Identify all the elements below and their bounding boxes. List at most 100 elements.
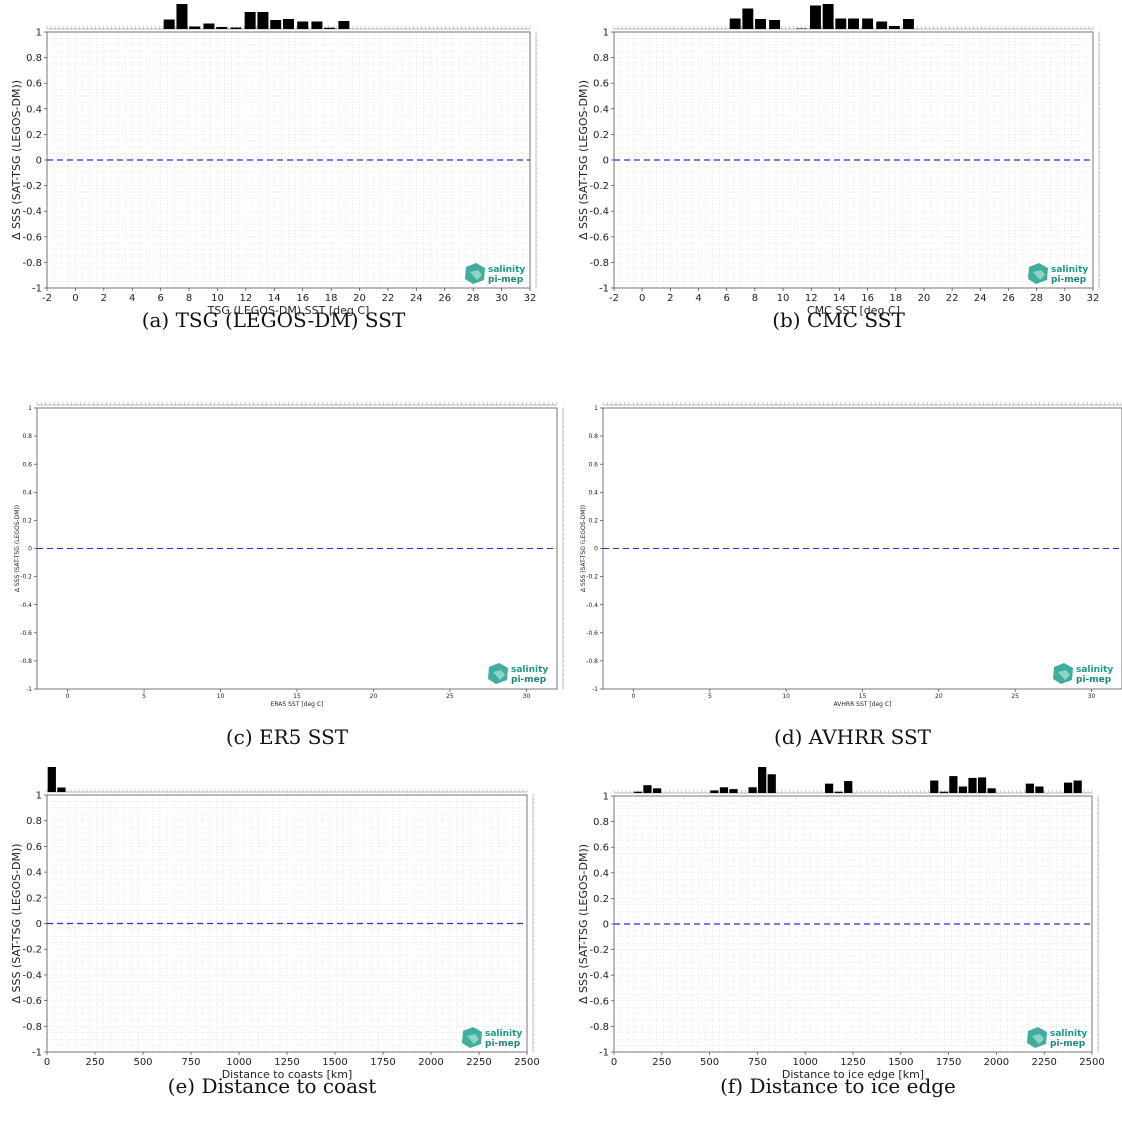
histogram-bar [1025, 783, 1034, 793]
grid [614, 796, 1092, 1052]
x-tick-label: 15 [859, 693, 867, 700]
y-tick-label: -0.4 [22, 970, 42, 981]
histogram-bar [958, 786, 968, 793]
logo-icon-highlight [1032, 1034, 1044, 1044]
x-tick-label: 16 [296, 293, 309, 304]
x-tick-label: 750 [748, 1057, 767, 1068]
y-tick-label: -0.6 [589, 996, 609, 1007]
y-tick-label: 0.8 [593, 817, 609, 828]
x-tick-label: -2 [42, 293, 52, 304]
grid [614, 32, 1093, 288]
x-tick-label: 0 [66, 693, 70, 700]
histogram-bar [1063, 782, 1073, 793]
x-tick-label: 2250 [466, 1057, 491, 1068]
x-tick-label: 4 [129, 293, 135, 304]
y-tick-label: -0.6 [22, 996, 42, 1007]
y-axis-label: Δ SSS (SAT-TSG (LEGOS-DM)) [10, 80, 23, 240]
histogram-bar [742, 8, 754, 29]
histogram-bar [257, 12, 269, 29]
y-tick-label: 0 [594, 546, 598, 553]
histogram-bar [244, 12, 256, 29]
y-axis-label: Δ SSS (SAT-TSG (LEGOS-DM)) [577, 844, 590, 1004]
histogram-bar [939, 791, 948, 793]
histogram-bar [729, 18, 741, 29]
y-tick-label: -0.2 [20, 574, 32, 581]
x-tick-label: 22 [382, 293, 395, 304]
x-tick-label: 1750 [370, 1057, 395, 1068]
histogram-bar [57, 787, 66, 792]
histogram-bar [844, 781, 853, 793]
caption: (d) AVHRR SST [774, 725, 932, 749]
x-tick-label: 32 [524, 293, 537, 304]
logo-line2: pi-mep [1051, 275, 1087, 285]
chart-panel-f: -1 -0.8 -0.6 -0.4 -0.2 0 0.2 0.4 0.6 0.8 1 0 250 500 7… [577, 767, 1105, 1098]
histogram-bar [810, 5, 821, 29]
x-tick-label: 2000 [418, 1057, 443, 1068]
histogram-bar [283, 19, 294, 29]
histogram-bar [230, 27, 242, 29]
chart-panel-a: -1-0.8-0.6-0.4-0.200.20.40.60.81-2 0 2 4 6 8 1… [10, 4, 538, 332]
y-tick-label: 0.4 [588, 489, 598, 496]
y-tick-label: 0 [603, 920, 609, 931]
histogram-bar [862, 18, 874, 29]
histogram-bar [834, 791, 843, 793]
x-tick-label: 15 [293, 693, 301, 700]
histogram-bar [270, 20, 282, 29]
histogram-bar [758, 767, 767, 793]
logo-line2: pi-mep [488, 275, 524, 285]
x-tick-label: 1500 [322, 1057, 347, 1068]
x-tick-label: 10 [782, 693, 790, 700]
chart-panel-c: -1-0.8-0.6-0.4-0.200.20.40.60.810 5 10 15 20… [14, 402, 565, 749]
y-tick-label: -1 [592, 686, 598, 693]
logo-line2: pi-mep [511, 675, 547, 685]
x-tick-label: 250 [652, 1057, 671, 1068]
y-tick-label: 0.6 [22, 461, 32, 468]
x-tick-label: 18 [889, 293, 902, 304]
y-tick-label: 0.6 [588, 461, 598, 468]
logo-line2: pi-mep [485, 1039, 521, 1049]
x-tick-label: 20 [353, 293, 366, 304]
y-axis-label: Δ SSS (SAT-TSG (LEGOS-DM)) [577, 80, 590, 240]
x-axis-label: TSG (LEGOS-DM) SST [deg C] [207, 304, 370, 317]
y-tick-label: 0.8 [593, 53, 609, 64]
histogram-bar [311, 21, 323, 29]
y-tick-label: 0.4 [26, 868, 42, 879]
histogram-bar [643, 785, 652, 793]
x-tick-label: 22 [946, 293, 959, 304]
x-tick-label: 6 [724, 293, 730, 304]
histogram-bar [652, 788, 662, 793]
x-tick-label: 500 [700, 1057, 719, 1068]
logo-line2: pi-mep [1050, 1039, 1086, 1049]
caption: (c) ER5 SST [226, 725, 349, 749]
x-axis-label: ERA5 SST [deg C] [271, 701, 324, 708]
x-tick-label: 750 [181, 1057, 200, 1068]
logo-icon-highlight [467, 1034, 479, 1044]
histogram-bar [822, 4, 834, 29]
x-tick-label: 0 [632, 693, 636, 700]
histogram-bar [888, 26, 900, 29]
x-tick-label: 5 [142, 693, 146, 700]
x-tick-label: 10 [777, 293, 790, 304]
x-tick-label: 12 [240, 293, 253, 304]
histogram-bar [930, 780, 939, 793]
histogram-bar [297, 21, 309, 29]
logo-line1: salinity [1076, 665, 1113, 675]
y-tick-label: 0.2 [26, 893, 42, 904]
x-tick-label: 14 [268, 293, 281, 304]
y-axis-label: Δ SSS (SAT-TSG (LEGOS-DM)) [580, 505, 587, 592]
y-tick-label: 0.4 [593, 104, 609, 115]
y-tick-label: -0.8 [22, 1022, 42, 1033]
histogram-bar [710, 790, 719, 793]
y-tick-label: 1 [603, 28, 609, 39]
chart-panel-e: -1 -0.8 -0.6 -0.4 -0.2 0 0.2 0.4 0.6 0.8 1 0 250 500 7… [10, 767, 540, 1098]
x-tick-label: 32 [1087, 293, 1100, 304]
histogram-bar [902, 19, 914, 29]
histogram-bar [324, 27, 336, 29]
x-tick-label: 28 [1030, 293, 1043, 304]
x-tick-label: 12 [805, 293, 818, 304]
y-tick-label: -0.4 [20, 602, 32, 609]
y-tick-label: -1 [26, 686, 32, 693]
